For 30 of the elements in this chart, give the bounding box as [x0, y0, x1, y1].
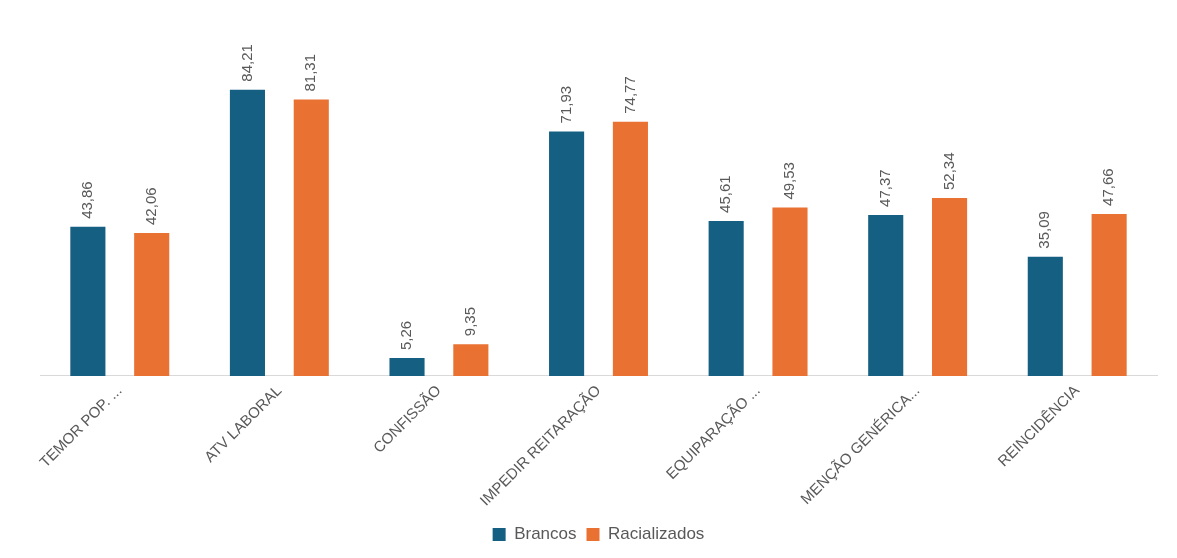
bar — [612, 121, 648, 376]
bar — [293, 99, 329, 376]
bar — [453, 344, 489, 376]
data-label: 84,21 — [237, 44, 255, 82]
legend-label: Racializados — [607, 524, 705, 544]
data-label: 47,66 — [1099, 168, 1117, 206]
bar — [868, 214, 904, 376]
data-label: 42,06 — [141, 187, 159, 225]
data-label: 9,35 — [460, 306, 478, 337]
bar — [70, 226, 106, 376]
data-label: 71,93 — [556, 85, 574, 124]
data-label: 35,09 — [1035, 211, 1053, 249]
bar — [229, 89, 265, 376]
bar — [1027, 256, 1063, 376]
data-label: 74,77 — [620, 76, 638, 114]
bar — [932, 198, 968, 376]
data-label: 47,37 — [875, 169, 893, 207]
data-label: 49,53 — [780, 162, 798, 200]
legend-label: Brancos — [514, 524, 577, 544]
data-label: 5,26 — [397, 320, 415, 351]
data-label: 43,86 — [78, 181, 96, 219]
bar — [134, 232, 170, 376]
data-label: 45,61 — [716, 175, 734, 213]
bar — [549, 131, 585, 376]
bar — [708, 220, 744, 376]
data-label: 52,34 — [939, 152, 957, 191]
data-label: 81,31 — [301, 54, 319, 92]
bar — [772, 207, 808, 376]
bar — [389, 358, 425, 376]
bar — [1091, 213, 1127, 376]
